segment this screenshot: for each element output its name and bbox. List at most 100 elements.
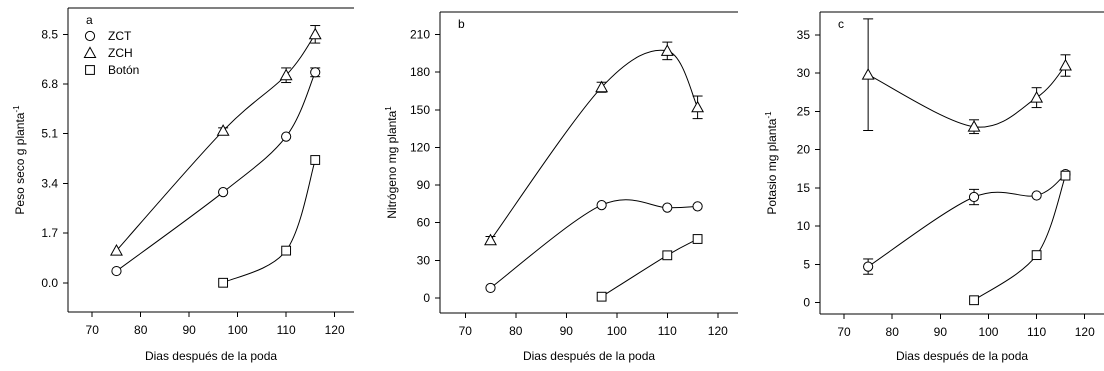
y-tick-label: 30 — [417, 253, 431, 267]
data-point — [111, 265, 122, 277]
y-tick-label: 0 — [423, 291, 430, 305]
series-line — [973, 175, 1066, 301]
data-point — [279, 68, 293, 81]
series-triangle — [484, 41, 705, 246]
x-tick-label: 80 — [509, 324, 523, 338]
y-tick-label: 0 — [803, 296, 810, 310]
x-axis-label: Dias después de la poda — [896, 349, 1028, 363]
x-tick-label: 100 — [607, 324, 627, 338]
data-point — [218, 187, 229, 198]
x-tick-label: 90 — [183, 323, 197, 337]
y-axis-label: Peso seco g planta-1 — [12, 105, 27, 215]
data-point — [310, 67, 321, 78]
data-point — [861, 68, 875, 80]
data-point — [660, 44, 674, 56]
legend-marker — [85, 65, 95, 75]
series-triangle — [861, 18, 1072, 135]
series-line — [867, 65, 1066, 128]
x-tick-label: 80 — [134, 323, 148, 337]
legend-marker — [83, 46, 97, 58]
data-point — [310, 155, 321, 165]
series-line — [116, 72, 316, 272]
y-tick-label: 10 — [797, 219, 811, 233]
data-point — [218, 277, 229, 288]
series-line — [490, 199, 698, 289]
x-tick-label: 120 — [708, 324, 728, 338]
chart-panel-c: 70 80 90 100 110 120 0 5 10 15 20 25 30 35 c Dias despu… — [764, 11, 1104, 363]
y-axis-label-main: Nitrógeno mg planta — [385, 110, 399, 218]
data-point — [1030, 91, 1044, 103]
data-point — [967, 120, 981, 132]
y-tick-label: 1.7 — [41, 226, 58, 240]
panel-label: a — [86, 13, 93, 27]
y-axis-label: Potasio mg planta-1 — [764, 111, 779, 215]
data-point — [968, 191, 980, 203]
x-tick-label: 90 — [934, 325, 948, 339]
y-tick-label: 150 — [410, 103, 430, 117]
x-tick-label: 70 — [459, 324, 473, 338]
y-axis-label-sup: 1 — [384, 106, 393, 111]
y-tick-label: 60 — [417, 216, 431, 230]
y-axis-label-sup: -1 — [12, 105, 21, 113]
series-line — [116, 34, 316, 251]
x-axis-label: Dias después de la poda — [523, 349, 655, 363]
y-tick-label: 210 — [410, 28, 430, 42]
data-point — [596, 200, 607, 211]
y-tick-label: 5 — [803, 257, 810, 271]
data-point — [281, 131, 292, 142]
data-point — [216, 124, 230, 136]
y-tick-label: 5.1 — [41, 127, 58, 141]
data-point — [692, 201, 703, 212]
x-tick-label: 110 — [277, 323, 296, 337]
data-point — [110, 243, 123, 256]
y-tick-label: 3.4 — [41, 176, 58, 190]
y-tick-label: 15 — [797, 181, 811, 195]
legend-entry: Botón — [108, 63, 139, 77]
data-point — [692, 234, 703, 244]
x-tick-label: 70 — [837, 325, 851, 339]
x-tick-label: 110 — [658, 324, 677, 338]
series-line — [490, 49, 699, 241]
y-axis-label-main: Potasio mg planta — [765, 118, 779, 214]
data-point — [1060, 170, 1071, 181]
x-tick-label: 70 — [86, 323, 100, 337]
data-point — [969, 295, 979, 306]
series-square — [218, 155, 321, 288]
chart-panel-a: 70 80 90 100 110 120 0.0 1.7 3.4 5.1 6.8 8.5 a Dias d… — [12, 7, 354, 363]
panel-label: c — [838, 17, 844, 31]
y-axis-label-main: Peso seco g planta — [13, 112, 27, 214]
x-axis-label: Dias después de la poda — [145, 349, 277, 363]
y-tick-label: 180 — [410, 65, 430, 79]
chart-panel-b: 70 80 90 100 110 120 0 30 60 90 120 150 180 210 b Dias … — [384, 11, 738, 363]
data-point — [308, 27, 322, 40]
x-tick-label: 90 — [560, 324, 574, 338]
y-tick-label: 6.8 — [41, 77, 58, 91]
y-tick-label: 120 — [410, 140, 430, 154]
x-tick-label: 120 — [1075, 325, 1095, 339]
data-point — [691, 100, 705, 113]
series-square — [969, 170, 1071, 306]
y-axis-label-sup: -1 — [764, 111, 773, 119]
x-tick-label: 100 — [228, 323, 248, 337]
series-line — [222, 159, 316, 284]
series-triangle — [110, 25, 322, 256]
series-circle — [111, 67, 321, 277]
data-point — [595, 80, 609, 93]
x-tick-label: 120 — [325, 323, 345, 337]
data-point — [485, 282, 496, 294]
series-square — [596, 234, 703, 302]
y-tick-label: 20 — [797, 143, 811, 157]
data-point — [1031, 190, 1042, 201]
data-point — [596, 291, 607, 302]
y-tick-label: 30 — [797, 66, 811, 80]
y-axis-label: Nitrógeno mg planta1 — [384, 106, 399, 219]
legend-marker — [84, 30, 96, 42]
series-line — [867, 173, 1066, 268]
data-point — [662, 250, 673, 261]
y-tick-label: 0.0 — [41, 276, 58, 290]
data-point — [1059, 58, 1072, 71]
data-point — [662, 202, 673, 213]
series-circle — [485, 199, 703, 294]
y-tick-label: 25 — [797, 104, 811, 118]
legend-entry: ZCT — [108, 29, 132, 43]
